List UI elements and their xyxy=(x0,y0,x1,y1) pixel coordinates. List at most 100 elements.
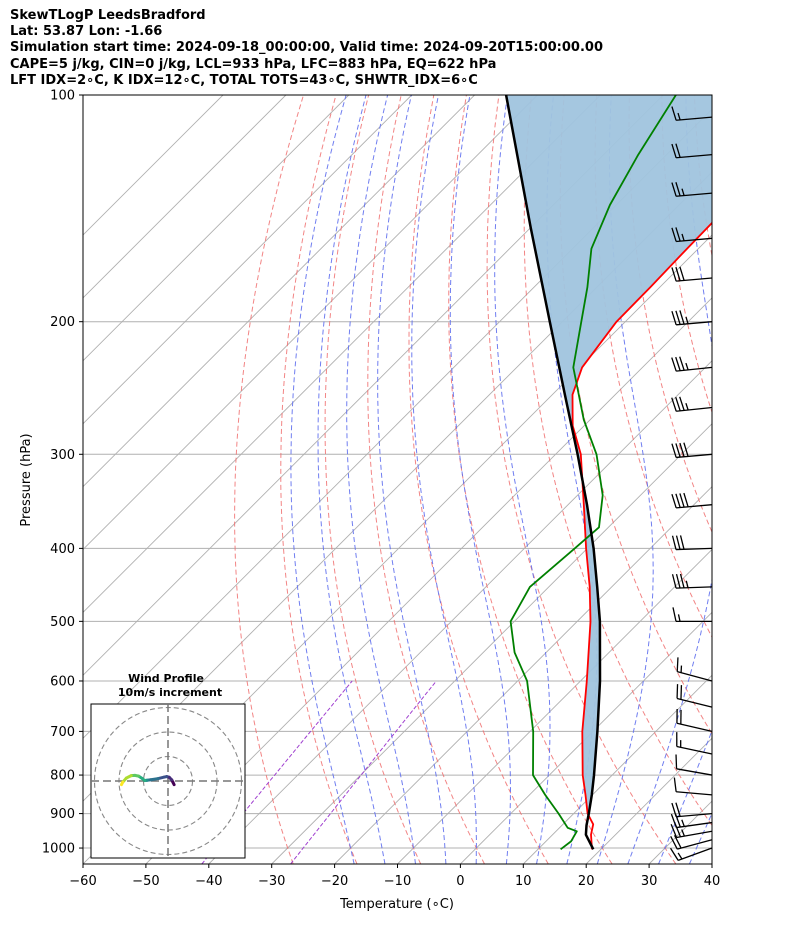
y-tick-label: 800 xyxy=(50,769,75,784)
wind-barb xyxy=(671,266,713,282)
barb-staff xyxy=(676,366,713,372)
x-axis-title: Temperature (∘C) xyxy=(339,897,454,912)
x-tick-label: 10 xyxy=(515,874,532,889)
isotherm-line xyxy=(83,95,287,299)
wind-barb xyxy=(671,802,713,818)
moist-adiabat-line xyxy=(449,95,511,864)
wind-barb xyxy=(671,143,713,159)
location-coords: Lat: 53.87 Lon: -1.66 xyxy=(10,24,163,40)
barb-flag xyxy=(671,443,677,458)
barb-staff xyxy=(676,768,713,776)
wind-barb xyxy=(671,442,713,459)
barb-flag xyxy=(676,657,679,672)
barb-staff xyxy=(676,830,713,839)
barb-half-flag xyxy=(685,580,689,588)
isotherm-line xyxy=(271,423,712,864)
barb-flag xyxy=(671,310,677,326)
moist-adiabat-line xyxy=(377,95,447,864)
barb-flag xyxy=(675,493,681,508)
hodograph-subtitle: 10m/s increment xyxy=(118,686,222,699)
x-tick-label: 0 xyxy=(456,874,464,889)
isotherm-line xyxy=(83,95,538,551)
barb-flag xyxy=(671,535,677,550)
barb-flag xyxy=(671,357,677,372)
hodograph-segment xyxy=(119,780,125,787)
barb-staff xyxy=(676,406,713,412)
dry-adiabat-line xyxy=(448,95,613,864)
x-tick-label: 20 xyxy=(578,874,595,889)
barb-flag xyxy=(679,310,685,325)
barb-half-flag xyxy=(681,188,685,196)
profile-lines xyxy=(504,95,712,851)
barb-half-flag xyxy=(681,829,686,837)
y-axis: 100 200 300 400 500 600 700 800 900 1000 xyxy=(42,89,83,857)
barb-flag xyxy=(671,267,677,282)
isotherm-line xyxy=(208,360,712,864)
barb-staff xyxy=(676,237,713,243)
barb-staff xyxy=(676,722,713,733)
isotherm-line xyxy=(145,297,712,864)
moist-adiabat-line xyxy=(411,95,477,864)
barb-staff xyxy=(676,812,713,818)
wind-barb xyxy=(676,657,713,682)
barb-flag xyxy=(679,396,685,411)
moist-adiabat-line xyxy=(720,95,794,864)
x-tick-label: −20 xyxy=(321,874,348,889)
moist-adiabat-line xyxy=(596,95,654,864)
y-tick-label: 300 xyxy=(50,448,75,463)
parcel-profile xyxy=(504,95,602,850)
barb-flag xyxy=(673,835,682,849)
barb-flag xyxy=(675,573,681,589)
barb-flag xyxy=(675,802,681,817)
y-tick-label: 700 xyxy=(50,725,75,740)
dry-adiabat-line xyxy=(367,95,485,864)
barb-flag xyxy=(671,493,677,509)
chart-title: SkewTLogP LeedsBradford xyxy=(10,8,206,23)
chart-title-block: SkewTLogP LeedsBradford Lat: 53.87 Lon: … xyxy=(10,8,603,89)
barb-half-flag xyxy=(685,402,689,411)
wind-barb xyxy=(672,607,712,623)
barb-flag xyxy=(672,607,677,622)
mixing-ratio-line xyxy=(290,680,437,864)
cape-shading xyxy=(506,95,712,814)
simulation-times: Simulation start time: 2024-09-18_00:00:… xyxy=(10,40,603,56)
barb-flag xyxy=(671,182,677,197)
barb-flag xyxy=(679,535,685,550)
barb-flag xyxy=(670,813,677,828)
barb-staff xyxy=(677,847,713,861)
dry-adiabat-line xyxy=(234,95,304,864)
y-tick-label: 100 xyxy=(50,89,75,104)
barb-flag xyxy=(670,824,678,838)
barb-staff xyxy=(676,504,713,509)
isotherm-line xyxy=(83,95,224,236)
barb-flag xyxy=(683,442,689,457)
dry-adiabat-line xyxy=(727,95,794,864)
barb-flag xyxy=(675,266,681,281)
wind-barb xyxy=(671,492,713,509)
y-tick-label: 500 xyxy=(50,615,75,630)
moist-adiabat-line xyxy=(290,95,355,864)
barb-flag xyxy=(671,106,677,121)
y-tick-label: 400 xyxy=(50,542,75,557)
dry-adiabat-line xyxy=(594,95,712,639)
barb-staff xyxy=(676,277,713,282)
y-tick-label: 1000 xyxy=(42,842,75,857)
isotherm-line xyxy=(83,95,475,488)
wind-barb xyxy=(670,847,713,861)
wind-barb xyxy=(671,535,713,551)
isotherm-line xyxy=(83,95,601,614)
x-tick-label: 30 xyxy=(641,874,658,889)
barb-flag xyxy=(675,227,681,242)
y-tick-label: 600 xyxy=(50,674,75,689)
temperature-profile xyxy=(571,221,712,850)
barb-half-flag xyxy=(685,316,689,324)
hodograph-title: Wind Profile xyxy=(128,672,204,685)
barb-half-flag xyxy=(681,233,685,241)
barb-flag xyxy=(683,492,689,507)
barb-flag xyxy=(679,356,685,371)
wind-barb xyxy=(673,777,713,796)
barb-staff xyxy=(676,453,713,459)
x-tick-label: −60 xyxy=(69,874,96,889)
isotherm-line xyxy=(334,485,712,864)
